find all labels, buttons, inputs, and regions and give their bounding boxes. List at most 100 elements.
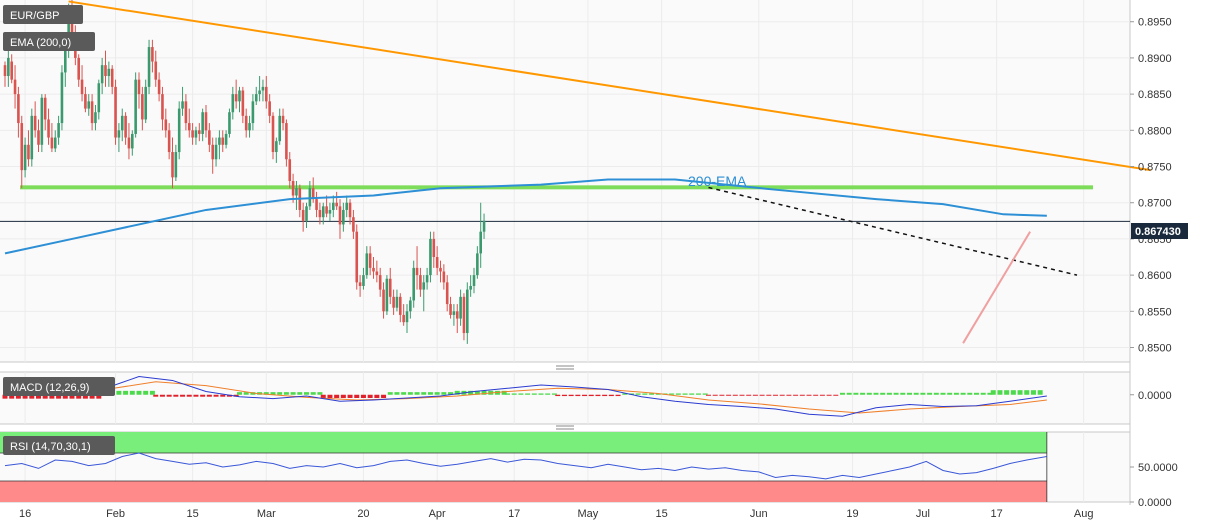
macd-histogram-bar (649, 393, 655, 395)
macd-histogram-bar (327, 394, 333, 398)
macd-histogram-bar (531, 393, 537, 395)
macd-histogram-bar (826, 394, 832, 396)
date-tick-label: Jun (750, 508, 768, 520)
macd-histogram-bar (277, 392, 283, 395)
candle-body (221, 137, 225, 145)
ema-tag-bg (3, 32, 95, 51)
macd-histogram-bar (799, 394, 805, 396)
candle-body (114, 86, 117, 138)
ema-legend-tag[interactable]: EMA (200,0) (3, 32, 95, 51)
price-tag-bg (1131, 223, 1188, 239)
macd-histogram-bar (655, 393, 661, 395)
candle-body (362, 275, 365, 286)
rsi-resize-handle[interactable] (556, 425, 574, 430)
candle-body (285, 123, 288, 160)
candle-body (70, 14, 74, 37)
candle-body (435, 257, 439, 268)
candle-body (415, 267, 419, 276)
candle-body (305, 206, 308, 221)
candle-body (201, 112, 204, 134)
macd-histogram-bar (334, 394, 340, 398)
macd-histogram-bar (374, 394, 380, 398)
macd-histogram-bar (96, 394, 102, 399)
candle-body (419, 275, 422, 290)
macd-histogram-bar (1010, 390, 1016, 395)
rising-support-trendline (962, 231, 1031, 344)
macd-histogram-bar (22, 394, 28, 399)
price-panel-bg (0, 0, 1130, 362)
candle-body (432, 238, 436, 258)
macd-histogram-bar (290, 392, 296, 395)
macd-histogram-bar (846, 392, 852, 395)
macd-histogram-bar (766, 394, 772, 396)
price-tick-label: 0.8600 (1138, 270, 1172, 282)
candle-body (13, 79, 17, 95)
candle-body (27, 144, 30, 160)
macd-histogram-bar (186, 394, 192, 397)
macd-histogram-bar (414, 392, 420, 395)
price-tick-label: 0.8850 (1138, 89, 1172, 101)
candle-body (378, 275, 382, 290)
rsi-line (4, 452, 1047, 480)
macd-histogram-bar (960, 392, 966, 395)
macd-histogram-bar (719, 394, 725, 396)
candle-body (30, 115, 34, 160)
current-price-tag: 0.867430 (1131, 223, 1188, 239)
candle-body (181, 101, 184, 109)
macd-histogram-bar (474, 390, 480, 395)
candle-body (184, 101, 188, 124)
candle-body (332, 202, 335, 210)
macd-histogram-bar (29, 394, 35, 399)
candle-body (268, 101, 271, 116)
candle-body (204, 112, 208, 131)
symbol-legend-tag[interactable]: EUR/GBP (3, 5, 83, 24)
date-tick-label: Mar (257, 508, 276, 520)
macd-histogram-bar (263, 392, 269, 395)
macd-histogram-bar (149, 390, 155, 395)
candle-body (479, 231, 482, 254)
rsi-legend-label: RSI (14,70,30,1) (10, 441, 91, 453)
candle-body (311, 188, 315, 200)
date-tick-label: 15 (186, 508, 198, 520)
candle-body (348, 202, 352, 218)
macd-histogram-bar (159, 394, 165, 397)
macd-histogram-bar (702, 393, 708, 395)
candle-body (409, 300, 412, 312)
candle-body (442, 271, 446, 283)
macd-legend-tag[interactable]: MACD (12,26,9) (3, 377, 115, 396)
symbol-label: EUR/GBP (10, 10, 60, 22)
candle-body (388, 278, 392, 297)
macd-histogram-bar (213, 394, 219, 397)
candle-body (100, 65, 104, 84)
macd-histogram-bar (568, 394, 574, 397)
macd-histogram-bar (340, 394, 346, 398)
macd-histogram-bar (642, 393, 648, 395)
candle-body (385, 278, 389, 312)
candle-body (151, 47, 154, 62)
candle-body (20, 123, 24, 171)
macd-resize-handle[interactable] (556, 365, 574, 370)
macd-histogram-bar (441, 392, 447, 395)
candles (3, 0, 486, 344)
macd-histogram-bar (505, 393, 510, 395)
macd-histogram-bar (76, 394, 82, 399)
candle-body (161, 94, 164, 120)
candle-body (124, 115, 127, 138)
macd-histogram-bar (525, 393, 531, 395)
descending-dashed-trendline (708, 186, 1078, 276)
candle-body (462, 296, 466, 334)
macd-histogram-bar (833, 394, 839, 396)
macd-histogram-bar (726, 394, 732, 396)
candle-body (358, 282, 362, 286)
macd-histogram-bar (237, 392, 242, 395)
candle-body (167, 130, 171, 153)
macd-histogram-bar (180, 394, 186, 397)
macd-histogram-bar (913, 392, 919, 395)
candle-body (275, 141, 278, 153)
macd-histogram-bar (421, 392, 427, 395)
candle-body (412, 267, 415, 301)
macd-histogram-bar (608, 394, 614, 397)
macd-histogram-bar (588, 394, 594, 397)
rsi-legend-tag[interactable]: RSI (14,70,30,1) (3, 436, 115, 455)
